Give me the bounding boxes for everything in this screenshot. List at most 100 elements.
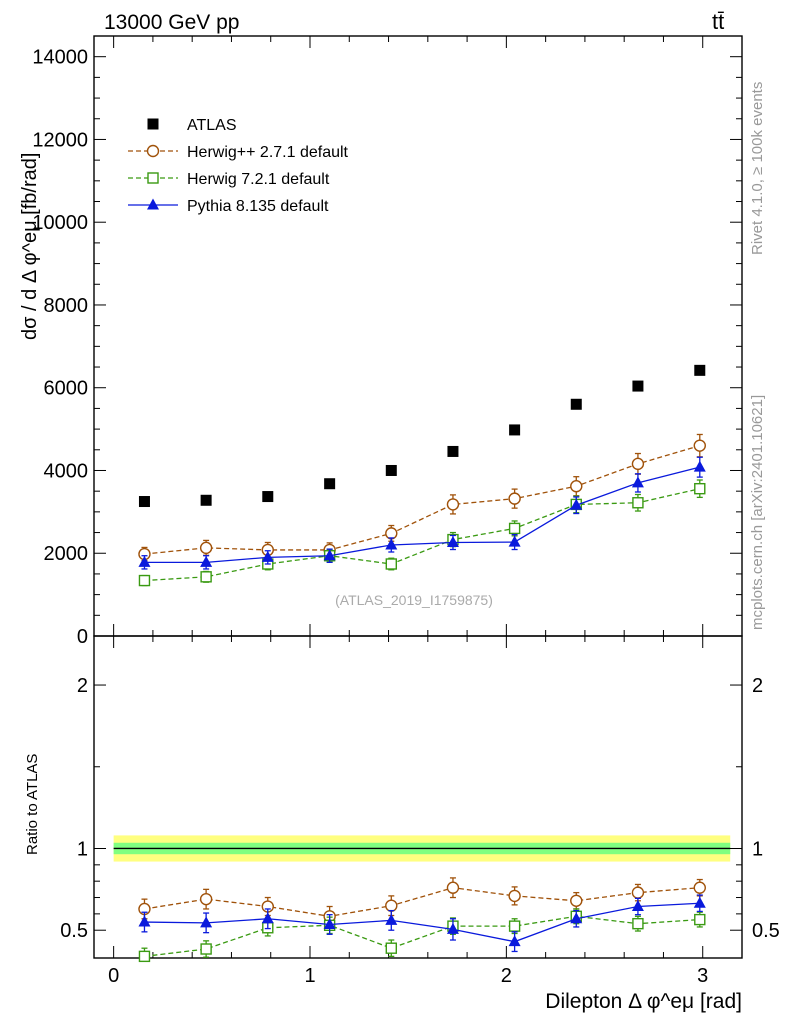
upper-y-axis-title: dσ / d Δ φ^eμ [fb/rad] [19,153,41,340]
data-point [323,917,336,929]
legend-marker [147,118,159,130]
data-point [323,549,336,561]
x-tick-label: 2 [501,965,512,987]
upper-panel-series-0 [138,364,706,508]
data-point [138,915,151,927]
process-label: tt̄ [712,9,724,34]
lower-panel-ytick-label-right: 0.5 [752,920,780,942]
data-point [200,555,213,567]
data-point [385,899,398,912]
data-point [694,482,706,495]
data-point [508,492,521,505]
data-point [631,457,645,471]
data-point [262,491,274,503]
data-point [385,538,398,550]
lower-y-axis-title: Ratio to ATLAS [24,754,41,855]
data-point [508,535,521,547]
lower-panel-series-line [144,887,700,917]
lower-panel-series-2 [138,894,706,953]
upper-panel-series-3 [138,456,706,570]
upper-panel-series-line [144,445,700,555]
legend-label: Herwig 7.2.1 default [187,171,330,188]
x-tick-label: 3 [697,965,708,987]
data-point [446,498,460,511]
lower-panel-frame [93,635,743,959]
lower-panel-ytick-label: 0.5 [60,920,88,942]
lower-panel-series-line [144,915,700,958]
data-point [631,900,644,912]
lower-panel-series-0 [138,877,706,927]
site-label: mcplots.cern.ch [arXiv:2401.10621] [749,395,766,630]
data-point [138,555,151,567]
data-point [632,497,644,509]
data-point [200,943,212,955]
legend-marker [147,172,159,184]
data-point [200,916,213,928]
data-point [447,445,459,457]
data-point [446,922,459,934]
lower-panel-ytick-label-right: 1 [752,838,763,860]
upper-panel-series-1 [138,433,706,562]
legend-marker [146,144,160,158]
upper-panel-series-2 [138,479,706,587]
data-point [509,424,521,436]
upper-panel-ytick-label: 6000 [44,378,89,400]
data-point [693,460,706,472]
data-point [508,920,521,932]
data-point [632,380,644,392]
data-point [693,896,706,908]
data-point [138,496,150,508]
data-point [570,498,583,510]
x-tick-label: 0 [108,965,119,987]
data-point [385,942,397,954]
upper-panel: 0 2000 4000 6000 8000 10000 12000 14000 [32,35,743,648]
upper-panel-ytick-label: 14000 [32,47,88,69]
data-point [324,478,336,490]
data-point [570,480,583,493]
data-point [570,894,583,907]
legend-label: Pythia 8.135 default [187,198,329,215]
data-point [694,913,706,926]
lower-panel: 0.5 0.5 1 1 2 2 0 1 2 3 [60,635,780,987]
upper-panel-ytick-label: 2000 [44,543,89,565]
x-axis-title: Dilepton Δ φ^eμ [rad] [545,990,742,1013]
energy-label: 13000 GeV pp [104,11,239,34]
lower-panel-ytick-label: 1 [77,838,88,860]
upper-panel-ytick-label: 4000 [44,460,89,482]
legend-label: Herwig++ 2.7.1 default [187,144,349,161]
data-point [200,571,212,583]
upper-panel-ytick-label: 10000 [32,212,88,234]
data-point [199,541,213,555]
data-point [385,527,398,540]
upper-panel-series-line [144,488,700,582]
data-point [385,558,397,570]
lower-panel-ytick-label: 2 [77,675,88,697]
data-point [446,535,459,547]
data-point [570,912,583,924]
upper-panel-series-line [144,466,700,563]
data-point [631,886,645,899]
x-tick-label: 1 [304,965,315,987]
data-point [508,522,521,535]
data-point [261,912,274,924]
analysis-watermark: (ATLAS_2019_I1759875) [335,592,493,608]
data-point [261,550,274,562]
legend: ATLAS Herwig++ 2.7.1 default Herwig 7.2.1 … [128,117,349,215]
lower-panel-series-1 [138,908,706,963]
data-point [385,464,397,476]
data-point [200,494,212,506]
lower-panel-series-line [144,902,700,943]
data-point [508,935,521,947]
data-point [138,950,151,963]
data-point [631,476,644,488]
legend-marker [147,198,159,210]
data-point [570,398,582,410]
upper-panel-ytick-label: 12000 [32,129,88,151]
data-point [138,574,151,587]
data-point [693,439,706,452]
upper-panel-ytick-label: 8000 [44,295,89,317]
data-point [693,881,706,894]
data-point [632,917,644,930]
rivet-label: Rivet 4.1.0, ≥ 100k events [749,82,766,255]
